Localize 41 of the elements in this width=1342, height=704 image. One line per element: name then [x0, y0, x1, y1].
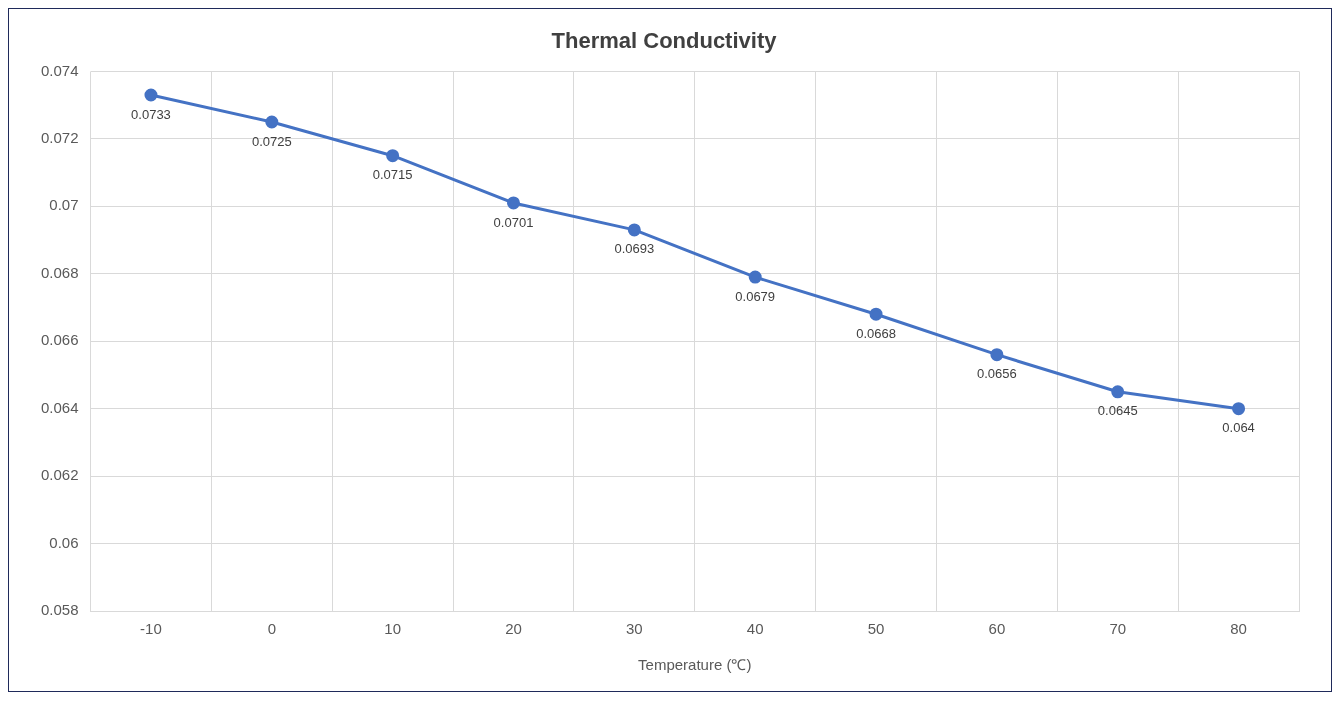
data-label: 0.0656 — [977, 366, 1017, 382]
x-tick-label: 20 — [505, 620, 522, 638]
y-tick-label: 0.058 — [40, 601, 79, 619]
y-tick-label: 0.064 — [40, 398, 79, 416]
y-tick-label: 0.068 — [40, 263, 79, 281]
data-label: 0.0668 — [856, 325, 896, 341]
point — [869, 307, 883, 321]
y-tick-label: 0.06 — [49, 533, 79, 551]
point — [748, 270, 762, 284]
data-label: 0.0645 — [1097, 403, 1138, 419]
y-tick-label: 0.062 — [40, 466, 79, 484]
point — [265, 115, 279, 129]
x-axis-title: Temperature (℃) — [638, 656, 752, 674]
chart-title: Thermal Conductivity — [551, 28, 778, 54]
x-tick-label: 60 — [988, 620, 1006, 638]
x-tick-label: 50 — [867, 620, 885, 638]
x-tick-label: 80 — [1230, 620, 1247, 638]
point — [507, 196, 520, 210]
data-label: 0.0715 — [372, 167, 413, 183]
y-tick-label: 0.07 — [49, 196, 79, 214]
point — [144, 88, 158, 102]
y-tick-label: 0.072 — [40, 128, 79, 146]
data-label: 0.0679 — [735, 288, 776, 304]
data-label: 0.064 — [1222, 420, 1255, 436]
data-label: 0.0693 — [614, 241, 655, 257]
point — [1111, 385, 1125, 399]
data-label: 0.0701 — [493, 214, 534, 230]
x-tick-label: 70 — [1109, 620, 1127, 638]
x-tick-label: 0 — [267, 620, 276, 638]
y-tick-label: 0.074 — [40, 61, 79, 79]
point — [990, 348, 1004, 362]
data-label: 0.0725 — [251, 133, 292, 149]
point — [386, 149, 400, 163]
data-label: 0.0733 — [131, 106, 171, 122]
x-tick-label: 10 — [384, 620, 401, 638]
point — [1232, 402, 1246, 416]
x-tick-label: 40 — [746, 620, 764, 638]
y-tick-label: 0.066 — [40, 331, 79, 349]
x-tick-label: -10 — [140, 620, 162, 638]
point — [627, 223, 641, 237]
x-tick-label: 30 — [626, 620, 643, 638]
